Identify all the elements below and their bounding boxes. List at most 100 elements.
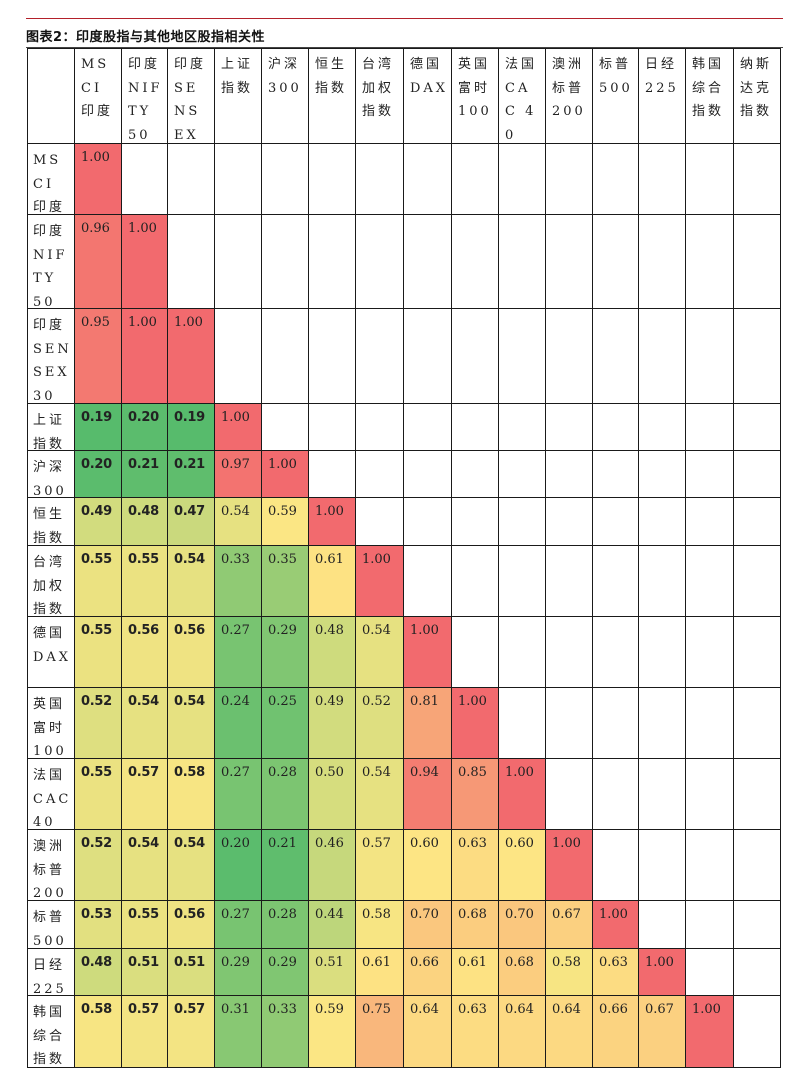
empty-cell [546, 498, 593, 546]
heatmap-cell: 0.25 [262, 688, 309, 759]
heatmap-cell: 0.67 [546, 901, 593, 949]
empty-cell [639, 309, 686, 404]
heatmap-cell: 0.48 [309, 617, 356, 688]
heatmap-cell: 0.63 [593, 949, 639, 996]
empty-cell [309, 144, 356, 215]
empty-cell [639, 498, 686, 546]
heatmap-cell: 0.68 [452, 901, 499, 949]
heatmap-cell: 0.54 [168, 688, 215, 759]
empty-cell [593, 144, 639, 215]
heatmap-cell: 1.00 [122, 309, 168, 404]
row-header: 英国富时100 [27, 688, 75, 759]
row-header: 日经225 [27, 949, 75, 996]
row-header: 上证指数 [27, 404, 75, 451]
empty-cell [734, 949, 781, 996]
heatmap-cell: 1.00 [546, 830, 593, 901]
empty-cell [593, 759, 639, 830]
heatmap-cell: 1.00 [499, 759, 546, 830]
empty-cell [356, 404, 404, 451]
heatmap-cell: 0.46 [309, 830, 356, 901]
row-header: 标普500 [27, 901, 75, 949]
empty-cell [262, 404, 309, 451]
empty-cell [686, 830, 734, 901]
column-header: 德国DAX [404, 48, 452, 144]
empty-cell [593, 451, 639, 498]
empty-cell [639, 759, 686, 830]
heatmap-cell: 0.44 [309, 901, 356, 949]
empty-cell [452, 617, 499, 688]
empty-cell [356, 309, 404, 404]
heatmap-cell: 0.58 [75, 996, 122, 1068]
column-header: 英国富时100 [452, 48, 499, 144]
empty-cell [546, 617, 593, 688]
heatmap-cell: 0.35 [262, 546, 309, 617]
heatmap-cell: 0.50 [309, 759, 356, 830]
heatmap-cell: 0.51 [168, 949, 215, 996]
heatmap-cell: 0.55 [75, 759, 122, 830]
heatmap-cell: 0.61 [356, 949, 404, 996]
empty-cell [262, 215, 309, 309]
heatmap-cell: 0.27 [215, 617, 262, 688]
heatmap-cell: 0.52 [75, 830, 122, 901]
heatmap-cell: 0.95 [75, 309, 122, 404]
heatmap-cell: 0.58 [546, 949, 593, 996]
heatmap-cell: 1.00 [262, 451, 309, 498]
row-header: 沪深300 [27, 451, 75, 498]
heatmap-cell: 0.19 [75, 404, 122, 451]
empty-cell [734, 688, 781, 759]
heatmap-cell: 1.00 [593, 901, 639, 949]
heatmap-cell: 1.00 [452, 688, 499, 759]
heatmap-cell: 0.61 [309, 546, 356, 617]
heatmap-cell: 0.70 [499, 901, 546, 949]
heatmap-cell: 0.60 [499, 830, 546, 901]
empty-cell [546, 144, 593, 215]
heatmap-cell: 0.54 [215, 498, 262, 546]
heatmap-cell: 0.55 [75, 546, 122, 617]
heatmap-cell: 0.66 [404, 949, 452, 996]
empty-cell [499, 546, 546, 617]
empty-cell [639, 144, 686, 215]
heatmap-cell: 0.57 [356, 830, 404, 901]
heatmap-cell: 0.56 [122, 617, 168, 688]
empty-cell [686, 949, 734, 996]
empty-cell [639, 215, 686, 309]
empty-cell [734, 901, 781, 949]
heatmap-cell: 0.33 [215, 546, 262, 617]
empty-cell [546, 215, 593, 309]
empty-cell [499, 498, 546, 546]
row-header: MSCI 印度 [27, 144, 75, 215]
heatmap-cell: 0.21 [262, 830, 309, 901]
heatmap-cell: 0.96 [75, 215, 122, 309]
empty-cell [734, 215, 781, 309]
empty-cell [309, 215, 356, 309]
empty-cell [686, 617, 734, 688]
heatmap-cell: 0.59 [309, 996, 356, 1068]
heatmap-cell: 1.00 [686, 996, 734, 1068]
heatmap-cell: 0.85 [452, 759, 499, 830]
empty-cell [686, 498, 734, 546]
heatmap-cell: 0.56 [168, 617, 215, 688]
column-header: 澳洲标普200 [546, 48, 593, 144]
heatmap-cell: 0.28 [262, 759, 309, 830]
heatmap-cell: 0.55 [122, 901, 168, 949]
empty-cell [734, 451, 781, 498]
empty-cell [686, 451, 734, 498]
heatmap-cell: 0.49 [309, 688, 356, 759]
empty-cell [499, 309, 546, 404]
heatmap-cell: 0.54 [122, 688, 168, 759]
empty-cell [215, 215, 262, 309]
heatmap-cell: 0.48 [122, 498, 168, 546]
row-header: 恒生指数 [27, 498, 75, 546]
heatmap-cell: 0.58 [168, 759, 215, 830]
empty-cell [593, 688, 639, 759]
empty-cell [546, 759, 593, 830]
heatmap-cell: 0.57 [168, 996, 215, 1068]
column-header: 沪深300 [262, 48, 309, 144]
empty-cell [734, 759, 781, 830]
empty-cell [546, 404, 593, 451]
heatmap-cell: 1.00 [309, 498, 356, 546]
heatmap-cell: 0.66 [593, 996, 639, 1068]
heatmap-cell: 0.57 [122, 996, 168, 1068]
column-header: 纳斯达克指数 [734, 48, 781, 144]
